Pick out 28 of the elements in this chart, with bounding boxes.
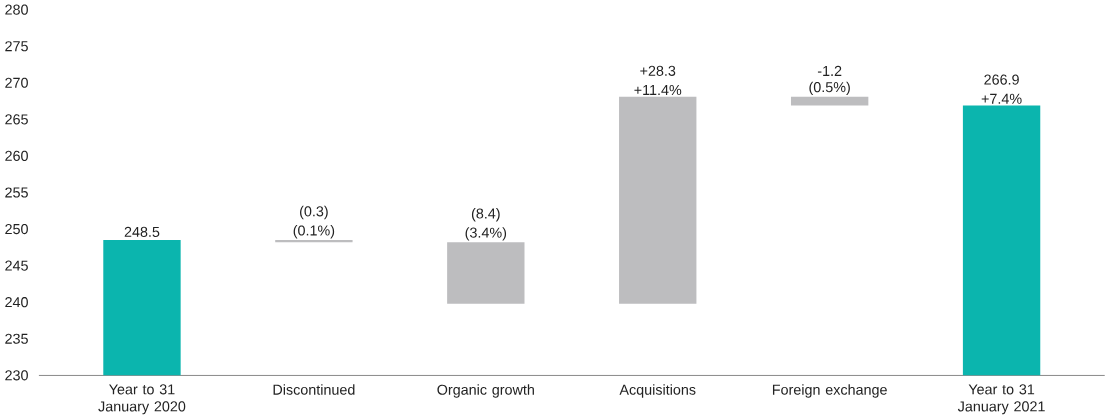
data-label: +28.3	[640, 65, 676, 76]
annotation: +7.4%	[981, 93, 1022, 104]
y-tick-label: 235	[5, 333, 28, 344]
y-tick-label: 245	[5, 260, 28, 271]
y-tick-label: 280	[5, 4, 28, 15]
y-tick-label: 260	[5, 150, 28, 162]
x-tick-label: Discontinued	[273, 384, 355, 395]
x-tick-label: Year to 31 January 2020	[98, 384, 186, 415]
y-tick-label: 255	[5, 187, 28, 198]
annotation: (0.5%)	[809, 81, 850, 96]
annotation: (0.1%)	[293, 225, 335, 239]
y-tick-label: 230	[5, 370, 28, 381]
data-label: (0.3)	[300, 205, 328, 220]
y-tick-label: 275	[5, 41, 28, 52]
x-tick-label: Foreign exchange	[772, 384, 887, 398]
y-tick-label: 270	[5, 77, 28, 88]
data-label: 248.5	[124, 226, 160, 238]
annotation: +11.4%	[634, 85, 682, 96]
y-tick-label: 250	[5, 224, 28, 235]
y-tick-label: 240	[5, 297, 28, 308]
x-tick-label: Year to 31 January 2021	[957, 384, 1045, 415]
y-tick-label: 265	[5, 114, 28, 125]
data-label: -1.2	[817, 65, 842, 76]
x-tick-label: Organic growth	[437, 384, 534, 398]
annotation: (3.4%)	[465, 227, 507, 241]
data-label: (8.4)	[471, 208, 500, 222]
x-tick-label: Acquisitions	[619, 384, 696, 398]
data-label: 266.9	[984, 74, 1019, 85]
